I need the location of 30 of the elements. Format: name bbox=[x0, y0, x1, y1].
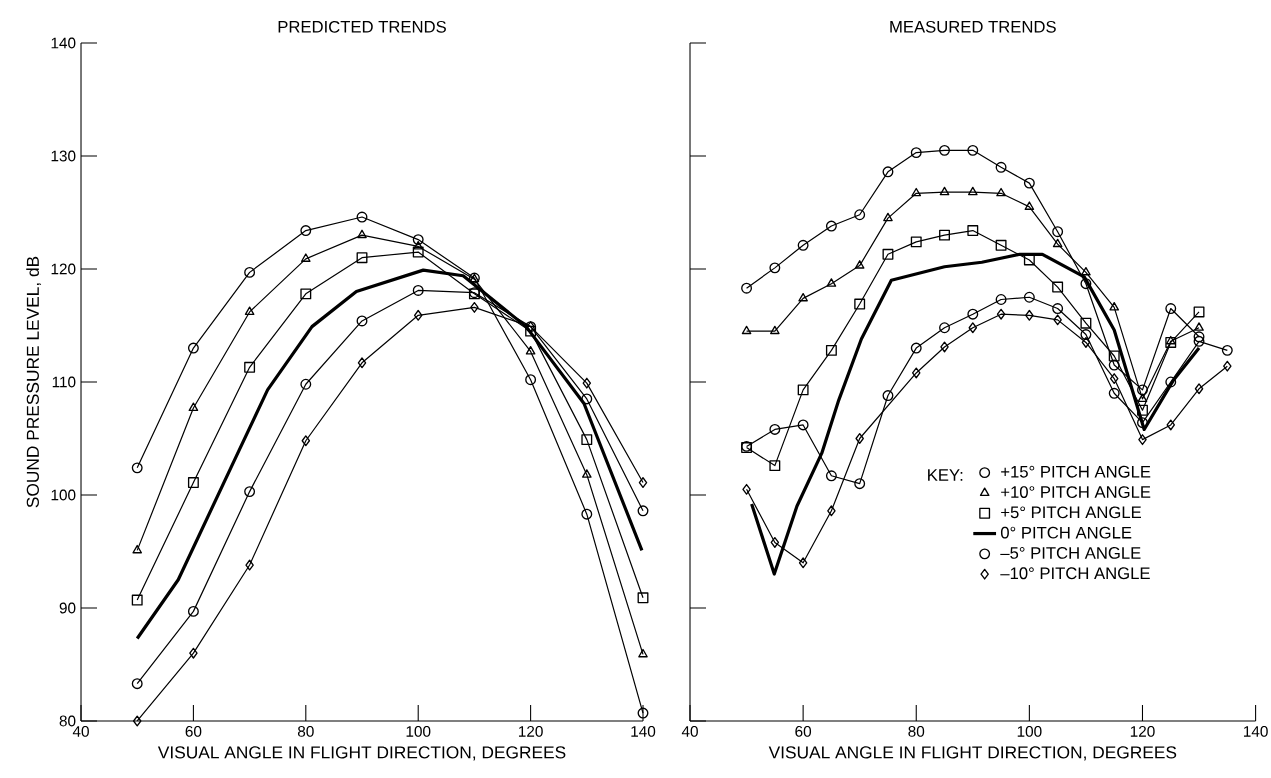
x-tick-label: 40 bbox=[681, 725, 698, 737]
y-tick-label: 80 bbox=[59, 715, 76, 727]
x-tick-label: 80 bbox=[297, 725, 314, 737]
y-tick-label: 130 bbox=[51, 150, 76, 162]
x-tick-label: 120 bbox=[1130, 725, 1155, 737]
y-tick-label: 110 bbox=[52, 376, 76, 388]
x-tick-label: 120 bbox=[518, 725, 543, 737]
x-tick-label: 60 bbox=[795, 725, 812, 737]
chart-title: MEASURED TRENDS bbox=[890, 20, 1056, 33]
x-axis-title: VISUAL ANGLE IN FLIGHT DIRECTION, DEGREES bbox=[157, 746, 566, 761]
legend-title: KEY: bbox=[928, 469, 963, 481]
legend-label: +10° PITCH ANGLE bbox=[1001, 486, 1151, 498]
legend-label: –10° PITCH ANGLE bbox=[1000, 567, 1150, 580]
legend-label: +5° PITCH ANGLE bbox=[1001, 506, 1141, 519]
y-tick-label: 140 bbox=[51, 37, 76, 49]
legend-label: +15° PITCH ANGLE bbox=[1001, 465, 1151, 478]
x-tick-label: 80 bbox=[908, 725, 925, 737]
legend-label: 0° PITCH ANGLE bbox=[1000, 526, 1132, 539]
y-tick-label: 90 bbox=[59, 602, 76, 614]
y-tick-label: 100 bbox=[51, 489, 76, 501]
x-axis-title: VISUAL ANGLE IN FLIGHT DIRECTION, DEGREES bbox=[768, 746, 1177, 761]
legend-label: –5° PITCH ANGLE bbox=[1000, 547, 1141, 559]
x-tick-label: 100 bbox=[1017, 725, 1042, 737]
y-tick-label: 120 bbox=[51, 263, 76, 275]
y-axis-title: SOUND PRESSURE LEVEL, dB bbox=[26, 256, 42, 508]
chart-title: PREDICTED TRENDS bbox=[278, 20, 446, 33]
x-tick-label: 140 bbox=[1243, 725, 1268, 737]
x-tick-label: 100 bbox=[406, 725, 431, 737]
x-tick-label: 60 bbox=[185, 725, 202, 737]
x-tick-label: 140 bbox=[631, 725, 656, 737]
